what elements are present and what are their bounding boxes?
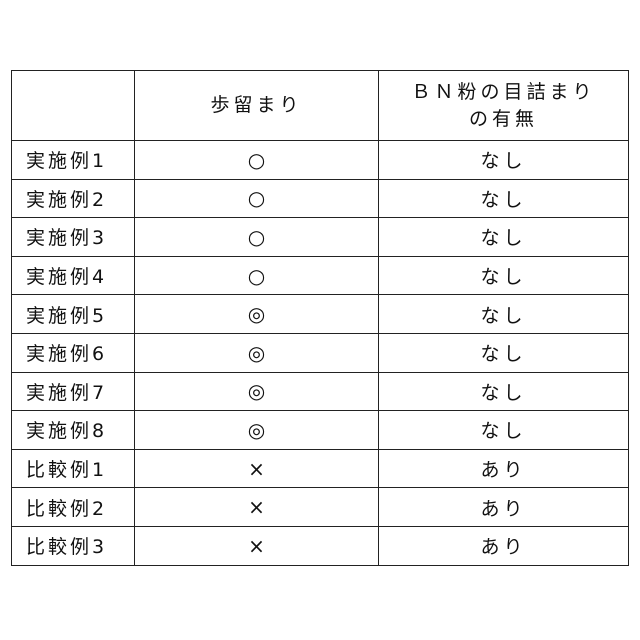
table-row: 実施例8◎なし xyxy=(12,411,629,450)
row-label: 実施例6 xyxy=(12,333,135,372)
clogging-value: あり xyxy=(379,449,629,488)
table-row: 実施例2○なし xyxy=(12,179,629,218)
clogging-value: あり xyxy=(379,488,629,527)
row-label: 比較例2 xyxy=(12,488,135,527)
row-label: 実施例4 xyxy=(12,256,135,295)
header-clogging-line1: ＢＮ粉の目詰まり xyxy=(379,79,628,106)
yield-mark: × xyxy=(135,526,379,565)
yield-mark: ◎ xyxy=(135,333,379,372)
yield-mark: ○ xyxy=(135,256,379,295)
yield-mark: × xyxy=(135,488,379,527)
clogging-value: なし xyxy=(379,256,629,295)
header-yield: 歩留まり xyxy=(135,71,379,141)
clogging-value: なし xyxy=(379,372,629,411)
results-table: 歩留まり ＢＮ粉の目詰まり の有無 実施例1○なし実施例2○なし実施例3○なし実… xyxy=(11,70,629,566)
row-label: 比較例3 xyxy=(12,526,135,565)
yield-mark: ○ xyxy=(135,218,379,257)
row-label: 実施例3 xyxy=(12,218,135,257)
table-row: 実施例1○なし xyxy=(12,141,629,180)
row-label: 比較例1 xyxy=(12,449,135,488)
yield-mark: × xyxy=(135,449,379,488)
clogging-value: なし xyxy=(379,179,629,218)
row-label: 実施例5 xyxy=(12,295,135,334)
yield-mark: ◎ xyxy=(135,411,379,450)
row-label: 実施例7 xyxy=(12,372,135,411)
row-label: 実施例1 xyxy=(12,141,135,180)
yield-mark: ○ xyxy=(135,141,379,180)
clogging-value: なし xyxy=(379,333,629,372)
row-label: 実施例2 xyxy=(12,179,135,218)
table-row: 比較例1×あり xyxy=(12,449,629,488)
header-row: 歩留まり ＢＮ粉の目詰まり の有無 xyxy=(12,71,629,141)
table-row: 実施例4○なし xyxy=(12,256,629,295)
clogging-value: なし xyxy=(379,411,629,450)
yield-mark: ◎ xyxy=(135,372,379,411)
clogging-value: なし xyxy=(379,218,629,257)
table-row: 実施例5◎なし xyxy=(12,295,629,334)
clogging-value: なし xyxy=(379,141,629,180)
table-row: 実施例3○なし xyxy=(12,218,629,257)
header-clogging-line2: の有無 xyxy=(379,106,628,133)
clogging-value: あり xyxy=(379,526,629,565)
header-empty xyxy=(12,71,135,141)
table-row: 実施例7◎なし xyxy=(12,372,629,411)
row-label: 実施例8 xyxy=(12,411,135,450)
yield-mark: ◎ xyxy=(135,295,379,334)
table-row: 比較例2×あり xyxy=(12,488,629,527)
table-row: 比較例3×あり xyxy=(12,526,629,565)
header-clogging: ＢＮ粉の目詰まり の有無 xyxy=(379,71,629,141)
table-row: 実施例6◎なし xyxy=(12,333,629,372)
yield-mark: ○ xyxy=(135,179,379,218)
clogging-value: なし xyxy=(379,295,629,334)
